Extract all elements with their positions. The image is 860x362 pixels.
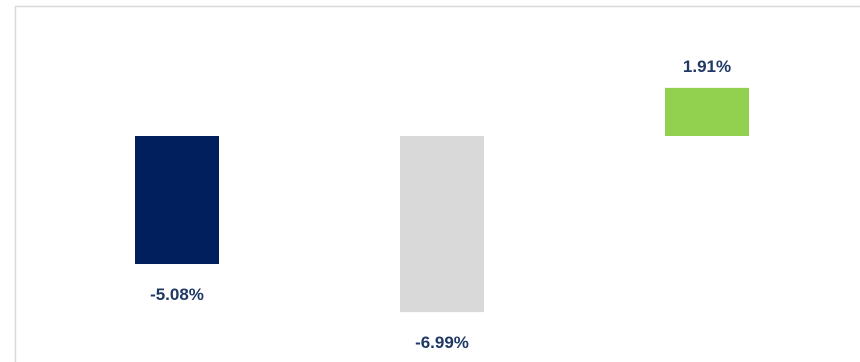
data-label-3: 1.91% <box>683 57 731 76</box>
data-label-2: -6.99% <box>415 333 469 352</box>
bar-1 <box>135 136 219 265</box>
bars-layer <box>135 87 749 313</box>
bar-2 <box>400 136 484 313</box>
data-label-1: -5.08% <box>150 285 204 304</box>
bar-3 <box>665 87 749 136</box>
data-labels-layer: -5.08% -6.99% 1.91% <box>150 57 731 352</box>
